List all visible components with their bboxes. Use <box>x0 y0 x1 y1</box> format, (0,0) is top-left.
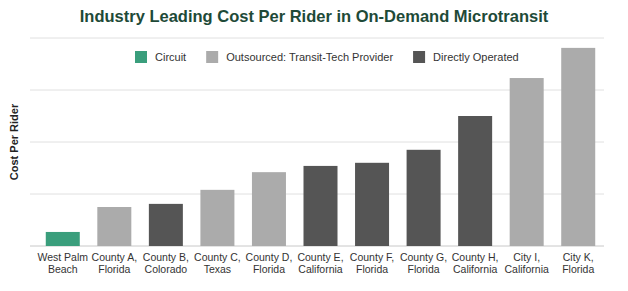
legend-label: Directly Operated <box>433 51 519 63</box>
x-tick-label-line: Texas <box>204 263 231 275</box>
x-tick-label: County H,California <box>452 251 499 275</box>
legend-swatch <box>206 51 218 63</box>
y-axis-label: Cost Per Rider <box>8 103 20 180</box>
x-tick-label-line: West Palm <box>37 251 88 263</box>
legend-swatch <box>413 51 425 63</box>
bar <box>149 204 183 246</box>
bar <box>97 207 131 246</box>
x-tick-label-line: California <box>505 263 550 275</box>
x-tick-label: County E,California <box>297 251 343 275</box>
chart-svg: Industry Leading Cost Per Rider in On-De… <box>0 0 628 291</box>
x-tick-label-line: County F, <box>350 251 394 263</box>
x-tick-label-line: California <box>298 263 343 275</box>
title: Industry Leading Cost Per Rider in On-De… <box>80 7 549 25</box>
x-tick-label: County B,Colorado <box>143 251 189 275</box>
x-tick-label-line: Colorado <box>145 263 188 275</box>
x-tick-label-line: Florida <box>562 263 594 275</box>
x-tick-label-line: County B, <box>143 251 189 263</box>
bar <box>407 150 441 246</box>
x-tick-label-line: County C, <box>194 251 241 263</box>
x-tick-label-line: County A, <box>92 251 138 263</box>
bars <box>46 48 595 246</box>
bar <box>304 166 338 246</box>
x-tick-label: County A,Florida <box>92 251 138 275</box>
x-tick-label-line: Florida <box>356 263 388 275</box>
x-tick-label: County G,Florida <box>400 251 447 275</box>
legend: Circuit Outsourced: Transit-Tech Provider… <box>135 51 519 63</box>
x-tick-label: City I,California <box>505 251 550 275</box>
x-tick-label-line: Florida <box>98 263 130 275</box>
x-tick-label-line: County D, <box>246 251 293 263</box>
legend-label: Circuit <box>155 51 186 63</box>
legend-swatch <box>135 51 147 63</box>
chart-container: Industry Leading Cost Per Rider in On-De… <box>0 0 628 291</box>
x-tick-label: County D,Florida <box>246 251 293 275</box>
legend-label: Outsourced: Transit-Tech Provider <box>226 51 393 63</box>
bar <box>510 78 544 246</box>
x-tick-label-line: County E, <box>297 251 343 263</box>
x-tick-label-line: Beach <box>48 263 78 275</box>
x-tick-label-line: Florida <box>408 263 440 275</box>
x-tick-label: West PalmBeach <box>37 251 88 275</box>
bar <box>458 116 492 246</box>
grid-line <box>30 38 604 39</box>
x-tick-label: County C,Texas <box>194 251 241 275</box>
bar <box>252 172 286 246</box>
x-tick-label-line: Florida <box>253 263 285 275</box>
bar <box>561 48 595 246</box>
x-tick-label: County F,Florida <box>350 251 394 275</box>
x-tick-label-line: City I, <box>513 251 540 263</box>
background <box>0 0 628 291</box>
x-tick-label-line: County H, <box>452 251 499 263</box>
bar <box>355 163 389 246</box>
bar <box>200 190 234 246</box>
x-tick-label-line: County G, <box>400 251 447 263</box>
x-tick-label: City K,Florida <box>562 251 594 275</box>
x-tick-label-line: California <box>453 263 498 275</box>
bar <box>46 232 80 246</box>
x-tick-label-line: City K, <box>563 251 594 263</box>
